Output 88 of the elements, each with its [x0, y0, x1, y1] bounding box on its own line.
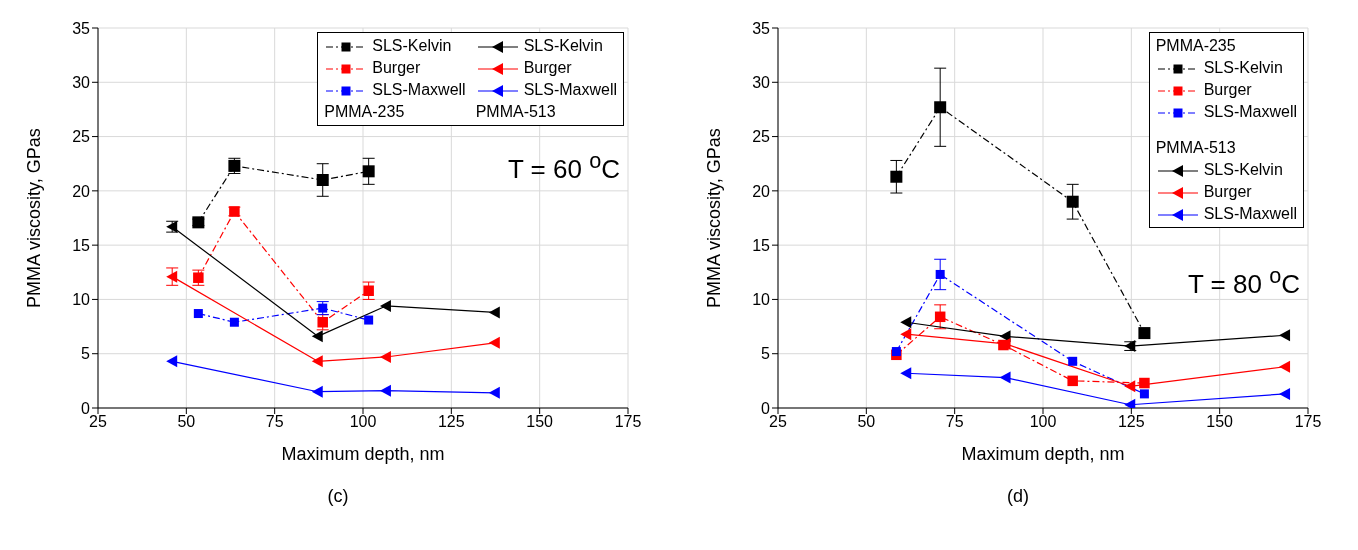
y-tick-label: 5: [81, 345, 91, 363]
point: [363, 285, 374, 296]
x-tick-label: 100: [349, 413, 377, 431]
point: [1139, 389, 1149, 399]
y-tick-label: 30: [72, 73, 91, 91]
point: [379, 384, 391, 397]
legend-label: SLS-Kelvin: [1202, 58, 1284, 78]
text: (d): [1006, 486, 1030, 507]
y-tick-label: 25: [72, 128, 91, 146]
y-tick-label: 0: [81, 399, 91, 417]
annotation: T = 60 $^{o}$C: [507, 148, 620, 185]
y-tick-label: 5: [761, 345, 771, 363]
point: [1139, 377, 1150, 389]
point: [1279, 329, 1291, 342]
point: [1124, 398, 1136, 408]
x-tick-label: 50: [177, 413, 196, 431]
x-tick-label: 125: [437, 413, 465, 431]
point: [316, 174, 329, 186]
point: [311, 355, 323, 368]
legend-label: Burger: [1202, 182, 1253, 202]
point: [364, 315, 374, 325]
y-tick-label: 35: [752, 19, 771, 37]
point: [935, 269, 945, 279]
point: [1066, 195, 1079, 208]
point: [362, 165, 375, 178]
point: [488, 306, 500, 319]
x-tick-label: 150: [1206, 413, 1234, 431]
point: [900, 367, 912, 380]
x-axis-title: Maximum depth, nm: [961, 444, 1125, 464]
x-tick-label: 50: [857, 413, 876, 431]
point: [1138, 327, 1151, 340]
point: [900, 328, 912, 341]
point: [311, 330, 323, 343]
point: [890, 170, 903, 183]
legend-label: SLS-Kelvin: [371, 36, 453, 56]
point: [193, 309, 203, 319]
point: [1124, 380, 1136, 393]
point: [999, 371, 1011, 384]
x-tick-label: 175: [1294, 413, 1322, 431]
x-tick-label: 75: [945, 413, 964, 431]
annotation: T = 80 $^{o}$C: [1187, 263, 1300, 300]
y-tick-label: 10: [752, 291, 771, 309]
x-tick-label: 75: [265, 413, 284, 431]
annotation: PMMA-513: [1155, 138, 1237, 158]
x-tick-label: 150: [526, 413, 554, 431]
legend-label: Burger: [522, 58, 573, 78]
annotation: PMMA-235: [324, 102, 406, 122]
y-tick-label: 10: [72, 291, 91, 309]
y-tick-label: 20: [752, 182, 771, 200]
legend-label: Burger: [1202, 80, 1253, 100]
y-tick-label: 0: [761, 399, 771, 417]
y-tick-label: 25: [752, 128, 771, 146]
legend-label: SLS-Maxwell: [1202, 204, 1297, 224]
text: (c): [326, 486, 350, 507]
y-axis-title: PMMA viscosity, GPas: [24, 128, 45, 308]
legend-label: SLS-Maxwell: [371, 80, 466, 100]
point: [379, 350, 391, 363]
y-tick-label: 30: [752, 73, 771, 91]
point: [1279, 387, 1291, 400]
point: [1279, 360, 1291, 373]
point: [488, 386, 500, 399]
annotation: PMMA-235: [1155, 36, 1237, 56]
legend-label: SLS-Maxwell: [1202, 102, 1297, 122]
legend-label: SLS-Kelvin: [522, 36, 604, 56]
y-tick-label: 15: [752, 236, 771, 254]
legend-label: SLS-Maxwell: [522, 80, 617, 100]
y-tick-label: 35: [72, 19, 91, 37]
point: [311, 385, 323, 398]
x-tick-label: 100: [1029, 413, 1057, 431]
legend-label: Burger: [371, 58, 422, 78]
y-axis-title: PMMA viscosity, GPas: [704, 128, 725, 308]
point: [488, 336, 500, 349]
y-tick-label: 20: [72, 182, 91, 200]
annotation: PMMA-513: [475, 102, 557, 122]
point: [900, 316, 912, 329]
point: [379, 299, 391, 312]
point: [1068, 356, 1078, 366]
point: [891, 347, 901, 357]
legend-label: SLS-Kelvin: [1202, 160, 1284, 180]
y-tick-label: 15: [72, 236, 91, 254]
point: [1067, 375, 1078, 387]
point: [166, 355, 178, 368]
x-axis-title: Maximum depth, nm: [281, 444, 445, 464]
point: [934, 101, 947, 114]
point: [229, 317, 239, 327]
point: [934, 311, 946, 323]
x-tick-label: 125: [1117, 413, 1145, 431]
x-tick-label: 175: [614, 413, 642, 431]
